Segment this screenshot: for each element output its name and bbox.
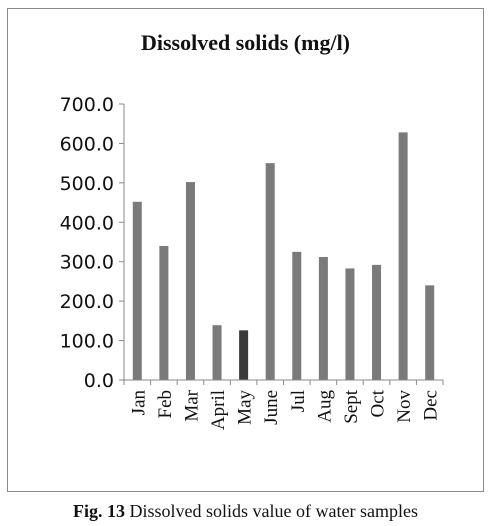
x-tick-label: Nov	[394, 390, 415, 423]
bar-dec	[425, 285, 435, 380]
bar-sept	[345, 268, 355, 380]
y-tick-label: 300.0	[60, 252, 114, 274]
x-tick-label: Jan	[128, 390, 149, 416]
x-tick-label: Jul	[288, 390, 309, 412]
bar-may	[239, 330, 249, 380]
x-tick-label: Oct	[368, 389, 389, 417]
bar-jul	[292, 251, 302, 380]
figure-label: Fig. 13	[73, 501, 126, 521]
x-tick-label: May	[235, 390, 256, 425]
figure-caption-text: Dissolved solids value of water samples	[129, 501, 418, 521]
figure-caption: Fig. 13 Dissolved solids value of water …	[0, 501, 491, 522]
bar-aug	[318, 256, 328, 380]
x-tick-label: Mar	[181, 389, 202, 421]
y-tick-label: 600.0	[60, 133, 114, 155]
y-axis-ticks: 0.0 100.0 200.0 300.0 400.0 500.0 600.0 700.0	[60, 94, 124, 392]
y-tick-label: 500.0	[60, 173, 114, 195]
x-tick-label: Sept	[341, 389, 362, 424]
x-tick-label: Feb	[155, 390, 176, 419]
bar-jan	[132, 201, 142, 380]
x-tick-label: Dec	[421, 390, 442, 421]
bar-april	[212, 325, 222, 380]
x-tick-label: April	[208, 390, 229, 430]
y-tick-label: 100.0	[60, 331, 114, 353]
axes	[123, 104, 444, 385]
y-tick-label: 0.0	[84, 370, 114, 392]
y-tick-label: 700.0	[60, 94, 114, 116]
bar-oct	[372, 264, 382, 380]
x-tick-label: Aug	[314, 390, 335, 423]
x-axis-labels: Jan Feb Mar April May June Jul Aug Sept Oct Nov Dec	[128, 389, 441, 430]
bars	[132, 132, 435, 380]
y-tick-label: 200.0	[60, 291, 114, 313]
bar-nov	[398, 132, 408, 380]
chart-title: Dissolved solids (mg/l)	[140, 30, 351, 55]
x-tick-label: June	[261, 390, 282, 425]
bar-feb	[159, 245, 169, 380]
bar-mar	[185, 182, 195, 380]
y-tick-label: 400.0	[60, 212, 114, 234]
bar-june	[265, 163, 275, 380]
